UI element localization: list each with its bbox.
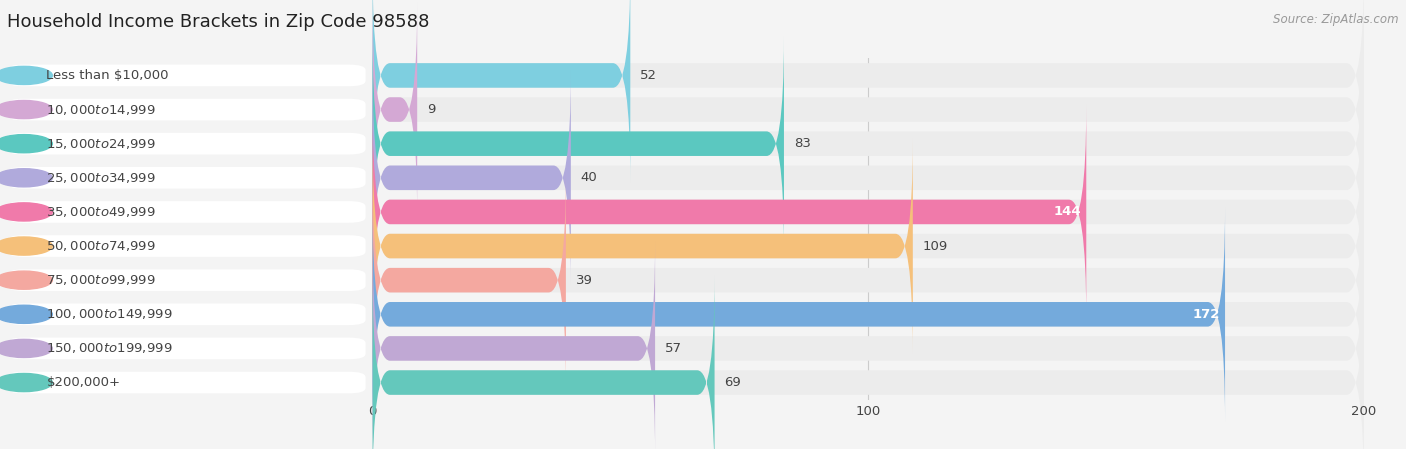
Text: $75,000 to $99,999: $75,000 to $99,999	[46, 273, 156, 287]
FancyBboxPatch shape	[373, 70, 571, 285]
Text: $25,000 to $34,999: $25,000 to $34,999	[46, 171, 156, 185]
Text: Source: ZipAtlas.com: Source: ZipAtlas.com	[1274, 13, 1399, 26]
Text: 109: 109	[922, 240, 948, 252]
Text: $35,000 to $49,999: $35,000 to $49,999	[46, 205, 156, 219]
FancyBboxPatch shape	[373, 207, 1225, 422]
FancyBboxPatch shape	[373, 173, 1364, 387]
FancyBboxPatch shape	[373, 105, 1364, 319]
FancyBboxPatch shape	[373, 173, 565, 387]
FancyBboxPatch shape	[373, 139, 912, 353]
Text: 144: 144	[1053, 206, 1081, 218]
Text: Household Income Brackets in Zip Code 98588: Household Income Brackets in Zip Code 98…	[7, 13, 429, 31]
FancyBboxPatch shape	[373, 139, 1364, 353]
Text: 83: 83	[794, 137, 811, 150]
FancyBboxPatch shape	[373, 105, 1087, 319]
FancyBboxPatch shape	[373, 275, 714, 449]
Text: 52: 52	[640, 69, 657, 82]
Text: $100,000 to $149,999: $100,000 to $149,999	[46, 307, 173, 321]
FancyBboxPatch shape	[373, 70, 1364, 285]
Text: 69: 69	[724, 376, 741, 389]
Text: $10,000 to $14,999: $10,000 to $14,999	[46, 102, 156, 117]
FancyBboxPatch shape	[373, 2, 1364, 217]
FancyBboxPatch shape	[373, 0, 1364, 183]
Text: 9: 9	[427, 103, 436, 116]
Text: $150,000 to $199,999: $150,000 to $199,999	[46, 341, 173, 356]
Text: 39: 39	[576, 274, 593, 286]
FancyBboxPatch shape	[373, 241, 655, 449]
Text: $200,000+: $200,000+	[46, 376, 121, 389]
FancyBboxPatch shape	[373, 241, 1364, 449]
FancyBboxPatch shape	[373, 0, 630, 183]
Text: $50,000 to $74,999: $50,000 to $74,999	[46, 239, 156, 253]
Text: 57: 57	[665, 342, 682, 355]
Text: 40: 40	[581, 172, 598, 184]
FancyBboxPatch shape	[373, 36, 785, 251]
FancyBboxPatch shape	[373, 2, 418, 217]
FancyBboxPatch shape	[373, 207, 1364, 422]
Text: 172: 172	[1192, 308, 1220, 321]
Text: $15,000 to $24,999: $15,000 to $24,999	[46, 136, 156, 151]
FancyBboxPatch shape	[373, 36, 1364, 251]
FancyBboxPatch shape	[373, 275, 1364, 449]
Text: Less than $10,000: Less than $10,000	[46, 69, 169, 82]
